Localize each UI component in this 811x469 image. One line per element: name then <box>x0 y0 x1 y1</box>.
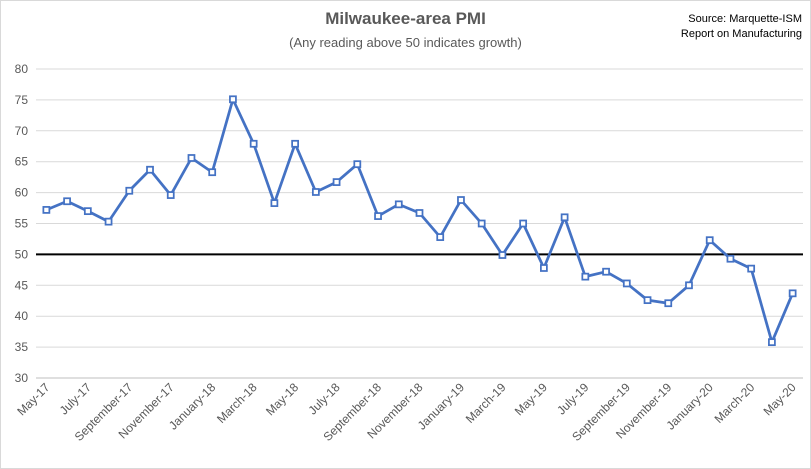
data-point-marker <box>519 219 528 228</box>
data-point-marker <box>63 197 71 206</box>
data-point-marker <box>229 95 237 104</box>
chart-subtitle: (Any reading above 50 indicates growth) <box>289 35 522 50</box>
x-tick-label: May-20 <box>761 380 799 418</box>
x-tick-label: July-17 <box>57 380 94 417</box>
data-point-marker <box>457 196 465 204</box>
y-tick-label: 65 <box>15 155 29 169</box>
data-point-marker <box>726 254 735 263</box>
data-point-marker <box>602 267 610 276</box>
x-tick-label: March-19 <box>463 380 509 426</box>
y-tick-label: 35 <box>15 340 29 354</box>
x-tick-label: May-19 <box>512 380 550 418</box>
data-point-marker <box>643 296 652 305</box>
data-point-marker <box>353 160 362 169</box>
data-point-marker <box>788 289 797 298</box>
gridlines <box>36 68 803 379</box>
y-tick-label: 75 <box>15 93 29 107</box>
y-tick-label: 50 <box>15 247 29 261</box>
series-group <box>42 95 797 347</box>
source-line-2: Report on Manufacturing <box>680 28 802 40</box>
x-tick-label: March-20 <box>712 380 758 426</box>
x-tick-label: May-18 <box>263 380 301 418</box>
data-point-marker <box>187 154 196 162</box>
y-axis: 30 35 40 45 50 55 60 65 70 75 80 <box>15 62 29 385</box>
data-point-marker <box>560 213 569 222</box>
chart-title: Milwaukee-area PMI <box>325 9 486 28</box>
y-tick-label: 40 <box>15 309 29 323</box>
y-tick-label: 30 <box>15 371 29 385</box>
data-point-marker <box>540 264 548 272</box>
data-point-marker <box>747 264 756 273</box>
y-tick-label: 70 <box>15 124 29 138</box>
y-tick-label: 45 <box>15 278 29 292</box>
data-point-marker <box>208 168 217 177</box>
x-axis: May-17 July-17September-17November-17Janu… <box>14 380 799 444</box>
data-point-marker <box>83 207 92 216</box>
data-point-marker <box>42 206 51 214</box>
data-point-marker <box>436 233 445 241</box>
data-point-marker <box>622 279 631 288</box>
y-tick-label: 60 <box>15 186 29 200</box>
data-point-marker <box>705 236 714 245</box>
data-point-marker <box>104 217 113 226</box>
x-tick-label: May-17 <box>14 380 52 418</box>
data-point-marker <box>374 212 382 220</box>
pmi-series-line <box>45 97 794 344</box>
data-point-marker <box>664 299 673 308</box>
data-point-marker <box>311 188 320 196</box>
data-point-marker <box>291 139 299 148</box>
data-point-marker <box>332 178 341 186</box>
data-point-marker <box>249 139 258 148</box>
data-point-marker <box>768 338 776 347</box>
y-tick-label: 80 <box>15 62 29 76</box>
data-point-marker <box>125 186 134 195</box>
x-tick-label: July-18 <box>305 380 342 417</box>
x-tick-label: July-19 <box>554 380 591 417</box>
data-point-marker <box>415 209 424 217</box>
data-point-marker <box>581 272 590 281</box>
data-point-marker <box>685 281 693 290</box>
y-tick-label: 55 <box>15 217 29 231</box>
data-point-marker <box>166 191 175 199</box>
data-point-marker <box>146 165 154 174</box>
source-line-1: Source: Marquette-ISM <box>688 13 802 25</box>
x-tick-label: March-18 <box>214 380 260 426</box>
data-point-marker <box>477 219 486 228</box>
data-point-marker <box>270 199 279 207</box>
data-point-marker <box>394 200 403 209</box>
source-note: Source: Marquette-ISM Report on Manufact… <box>681 12 802 42</box>
data-point-marker <box>498 251 507 259</box>
